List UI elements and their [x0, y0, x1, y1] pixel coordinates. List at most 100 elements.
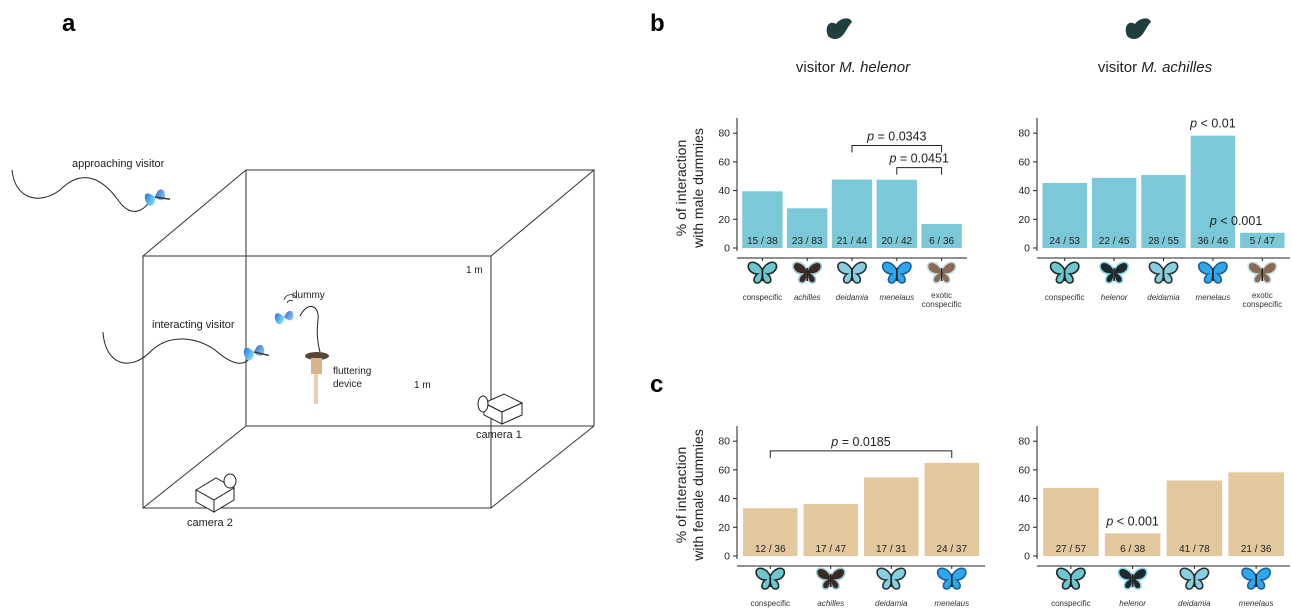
significance-bracket	[851, 145, 943, 153]
category-label: conspecific	[1045, 293, 1085, 302]
category-label: conspecific	[743, 293, 783, 302]
y-tick-label: 60	[718, 464, 730, 476]
y-tick-label: 80	[1018, 128, 1030, 140]
p-value-label: p < 0.01	[1189, 117, 1236, 131]
camera-2-icon	[195, 473, 237, 513]
category-label: menelaus	[934, 599, 969, 608]
interacting-flight-path	[102, 331, 253, 364]
header-butterfly-achilles-icon	[1125, 18, 1151, 39]
count-label: 24 / 37	[936, 544, 967, 555]
ylabel-female-line1: % of interaction	[673, 447, 689, 544]
y-tick-label: 0	[724, 243, 730, 255]
y-tick-label: 80	[718, 436, 730, 448]
dummy-butterfly-exotic-conspecific-icon	[1247, 261, 1278, 284]
panel-letter-b: b	[650, 10, 665, 37]
y-tick-label: 60	[1018, 464, 1030, 476]
category-label: deidamia	[1147, 293, 1180, 302]
y-tick-label: 40	[718, 493, 730, 505]
bar-deidamia	[1141, 174, 1186, 248]
y-tick-label: 40	[1018, 185, 1030, 197]
label-approaching-visitor: approaching visitor	[72, 158, 165, 170]
category-label: deidamia	[1178, 599, 1211, 608]
bar-helenor	[1104, 533, 1161, 556]
ylabel-male-line2: with male dummies	[690, 128, 706, 249]
bar-menelaus	[876, 179, 917, 248]
bar-conspecific	[1042, 182, 1087, 248]
dummy-butterfly-conspecific-icon	[747, 261, 778, 284]
p-value-label: p = 0.0185	[830, 435, 890, 449]
y-tick-label: 20	[1018, 214, 1030, 226]
category-label: conspecific	[922, 300, 962, 309]
cage-bottom-left-edge	[142, 425, 247, 509]
bar-achilles	[803, 504, 858, 556]
label-dim-top: 1 m	[466, 265, 483, 276]
dummy-butterfly-exotic-conspecific-icon	[926, 261, 957, 284]
title-achilles: visitor M. achilles	[1098, 59, 1213, 76]
bar-exotic-conspecific	[921, 224, 962, 248]
dummy-butterfly-conspecific-icon	[1055, 567, 1086, 590]
category-label: achilles	[817, 599, 844, 608]
dummy-butterfly-conspecific-icon	[755, 567, 786, 590]
dummy-butterfly-menelaus-icon	[1241, 567, 1272, 590]
bar-exotic-conspecific	[1240, 232, 1285, 248]
count-label: 20 / 42	[882, 236, 913, 247]
cage-front-face	[142, 255, 492, 509]
label-interacting-visitor: interacting visitor	[152, 319, 235, 331]
chart-male-achilles: 0 20 40 60 80 24 / 53 conspecific 22 / 45 heleno…	[1018, 117, 1290, 309]
dummy-butterfly-deidamia-icon	[1148, 261, 1179, 284]
label-camera-2: camera 2	[187, 517, 233, 529]
panel-letter-c: c	[650, 371, 663, 398]
p-value-label: p = 0.0343	[866, 130, 926, 144]
category-label: conspecific	[1051, 599, 1091, 608]
count-label: 22 / 45	[1099, 236, 1130, 247]
bar-conspecific	[743, 508, 798, 556]
y-tick-label: 80	[1018, 436, 1030, 448]
category-label: helenor	[1119, 599, 1146, 608]
dummy-butterfly-achilles-icon	[792, 261, 823, 284]
count-label: 5 / 47	[1250, 236, 1275, 247]
bar-conspecific	[1043, 487, 1099, 556]
approaching-butterfly-icon	[144, 189, 171, 206]
header-butterfly-helenor-icon	[826, 18, 852, 39]
bar-deidamia	[864, 477, 919, 556]
y-tick-label: 60	[718, 156, 730, 168]
ylabel-male-line1: % of interaction	[673, 140, 689, 237]
y-tick-label: 0	[1024, 551, 1030, 563]
category-label: menelaus	[1239, 599, 1274, 608]
y-tick-label: 20	[718, 522, 730, 534]
count-label: 36 / 46	[1198, 236, 1229, 247]
y-tick-label: 20	[1018, 522, 1030, 534]
category-label: menelaus	[1196, 293, 1231, 302]
approach-flight-path	[11, 169, 153, 212]
count-label: 27 / 57	[1056, 544, 1087, 555]
cage-top-face	[142, 169, 596, 257]
category-label: deidamia	[875, 599, 908, 608]
count-label: 41 / 78	[1179, 544, 1210, 555]
p-value-label: p < 0.001	[1105, 514, 1159, 528]
y-tick-label: 60	[1018, 156, 1030, 168]
bar-menelaus	[924, 462, 979, 556]
count-label: 17 / 31	[876, 544, 907, 555]
dummy-butterfly-menelaus-icon	[936, 567, 967, 590]
bar-menelaus	[1190, 135, 1236, 248]
label-dummy: dummy	[292, 290, 325, 301]
chart-male-helenor: 0 20 40 60 80 15 / 38 conspecific 23 / 83 achill…	[718, 118, 967, 309]
p-value-label: p < 0.001	[1209, 214, 1263, 228]
y-tick-label: 40	[1018, 493, 1030, 505]
count-label: 17 / 47	[815, 544, 846, 555]
camera-1-icon	[477, 393, 524, 425]
dummy-butterfly-conspecific-icon	[1049, 261, 1080, 284]
dummy-butterfly-icon	[274, 311, 294, 325]
count-label: 6 / 38	[1120, 544, 1145, 555]
label-dim-bottom: 1 m	[414, 380, 431, 391]
count-label: 24 / 53	[1049, 236, 1080, 247]
chart-female-helenor: 0 20 40 60 80 12 / 36 conspecific 17 / 47 achill…	[718, 426, 985, 608]
motion-lines-icon	[283, 294, 297, 304]
dummy-butterfly-deidamia-icon	[1179, 567, 1210, 590]
category-label: menelaus	[879, 293, 914, 302]
p-value-label: p = 0.0451	[888, 152, 948, 166]
ylabel-female-line2: with female dummies	[690, 429, 706, 562]
count-label: 23 / 83	[792, 236, 823, 247]
chart-female-achilles: 0 20 40 60 80 27 / 57 conspecific 6 / 38 helenor…	[1018, 426, 1290, 608]
